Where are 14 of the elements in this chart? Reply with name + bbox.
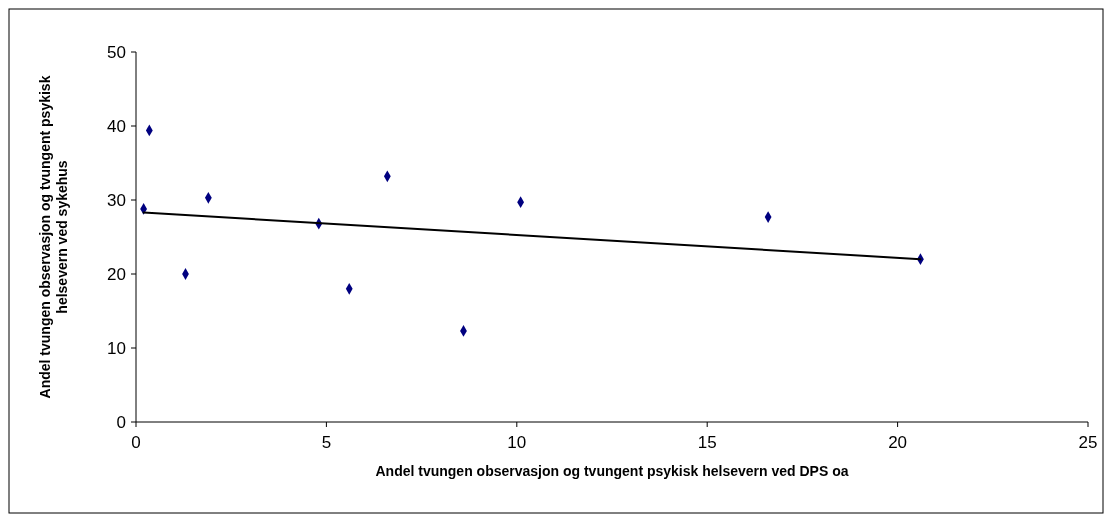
y-axis-title: Andel tvungen observasjon og tvungent psykisk helsevern ved sykehus — [37, 75, 70, 399]
y-tick-label: 10 — [107, 338, 126, 358]
x-tick-label: 0 — [131, 433, 141, 452]
x-tick-label: 25 — [1078, 433, 1098, 452]
y-tick-label: 0 — [116, 412, 126, 432]
x-tick-label: 10 — [507, 433, 527, 452]
y-tick-label: 20 — [107, 264, 126, 284]
y-tick-label: 50 — [107, 42, 126, 62]
x-tick-label: 15 — [697, 433, 717, 452]
x-tick-label: 5 — [321, 433, 332, 452]
x-tick-label: 20 — [888, 433, 908, 452]
y-tick-label: 30 — [107, 190, 126, 210]
y-tick-label: 40 — [107, 116, 126, 136]
x-axis-title: Andel tvungen observasjon og tvungent psykisk helsevern ved DPS oa — [375, 463, 849, 479]
